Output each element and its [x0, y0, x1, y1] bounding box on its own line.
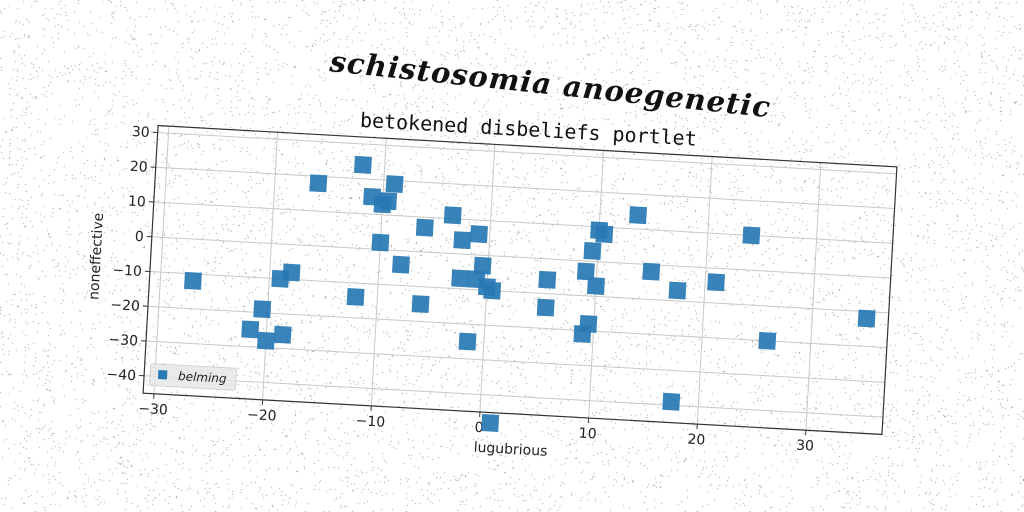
data-point: [586, 277, 605, 295]
data-point: [241, 320, 260, 339]
y-tick-label: −10: [112, 262, 142, 280]
x-axis-label: lugubrious: [473, 440, 548, 460]
data-point: [458, 332, 477, 351]
data-point: [411, 295, 430, 314]
plot-group: betokened disbeliefs portlet −30 −20 −10 0 1…: [86, 108, 898, 460]
legend-box: [149, 363, 237, 391]
grid-line-x: [696, 156, 713, 425]
x-tick-label: −20: [247, 407, 277, 425]
data-point: [857, 309, 876, 328]
data-point: [443, 206, 462, 225]
y-tick-label: 30: [131, 124, 150, 141]
grid-line-x: [370, 138, 387, 406]
grid-line-y: [151, 236, 891, 279]
data-point: [538, 270, 557, 289]
grid-line-x: [153, 126, 170, 394]
data-point: [536, 298, 555, 317]
y-tick-label: −20: [110, 297, 140, 315]
data-point: [392, 255, 410, 274]
y-tick-label: 20: [129, 159, 148, 176]
data-point: [309, 174, 328, 193]
grid-line-x: [479, 144, 496, 412]
y-tick-label: −40: [106, 367, 136, 385]
data-point: [579, 314, 598, 333]
data-point: [642, 262, 661, 281]
data-point: [453, 231, 472, 250]
data-point: [629, 206, 648, 225]
legend-marker: [157, 369, 168, 380]
data-point: [256, 331, 275, 350]
legend: belming: [149, 363, 237, 391]
data-points: [184, 155, 876, 432]
y-tick-label: −30: [108, 332, 138, 350]
grid-line-y: [153, 201, 893, 244]
grid-line-x: [805, 162, 822, 431]
x-tick-label: 10: [578, 426, 597, 443]
plot-frame: [142, 124, 898, 436]
data-point: [662, 392, 681, 411]
data-point: [583, 241, 602, 260]
data-point: [415, 218, 434, 237]
legend-entry-label: belming: [178, 369, 228, 386]
data-point: [451, 269, 470, 288]
data-point: [576, 262, 595, 281]
data-point: [481, 414, 500, 432]
y-axis-label: noneffective: [86, 212, 107, 300]
data-point: [346, 287, 365, 306]
data-point: [473, 256, 492, 275]
data-point: [483, 281, 502, 300]
data-point: [758, 331, 777, 350]
data-point: [353, 155, 372, 174]
data-point: [371, 233, 390, 252]
x-tick-label: −30: [138, 401, 168, 419]
data-point: [184, 271, 202, 290]
grid-line-x: [262, 132, 279, 400]
y-tick-label: 10: [127, 194, 146, 211]
x-tick-label: −10: [355, 413, 385, 431]
data-point: [595, 225, 614, 244]
x-tick-label: 0: [474, 420, 484, 436]
grid-line-y: [157, 132, 897, 175]
x-tick-label: 30: [796, 438, 815, 455]
data-point: [379, 192, 398, 211]
y-tick-label: 0: [134, 229, 144, 245]
grid-line-y: [144, 375, 883, 418]
x-tick-label: 20: [687, 432, 706, 449]
data-point: [385, 175, 404, 194]
data-point: [253, 300, 272, 319]
data-point: [668, 281, 687, 300]
data-point: [742, 226, 761, 245]
chart-title: betokened disbeliefs portlet: [359, 108, 697, 151]
grid-lines: [144, 126, 897, 431]
data-point: [707, 273, 726, 292]
data-point: [282, 263, 301, 282]
grid-line-y: [155, 166, 895, 210]
data-point: [273, 325, 292, 344]
data-point: [470, 225, 488, 244]
